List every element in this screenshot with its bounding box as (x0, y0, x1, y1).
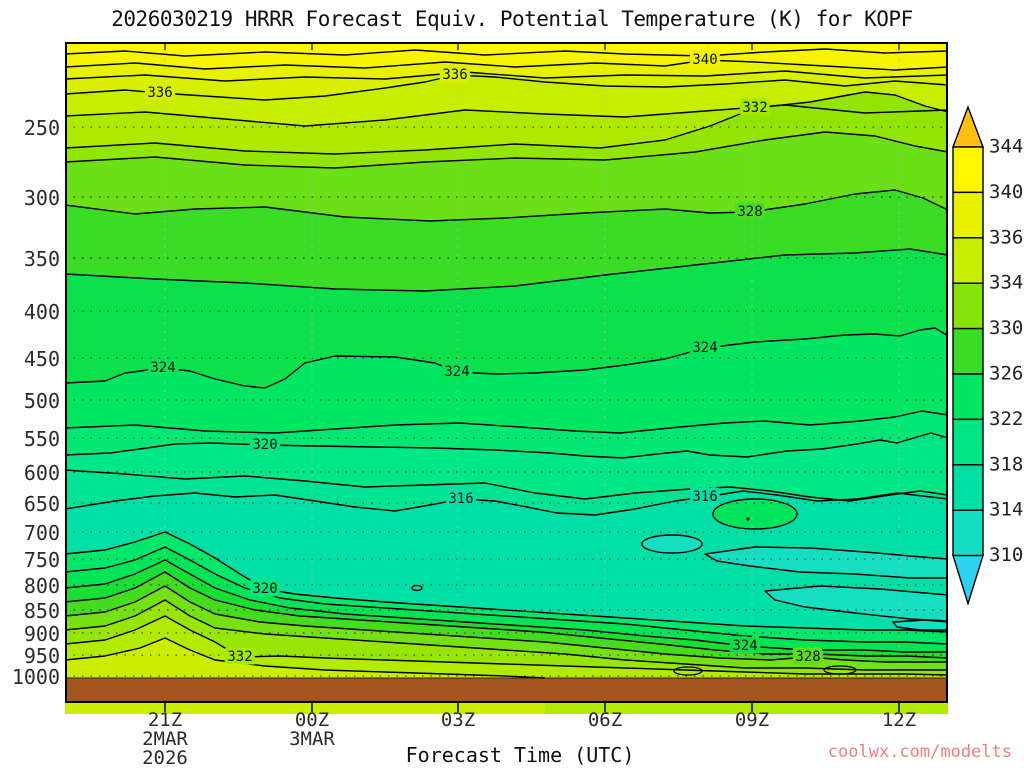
colorbar-label: 344 (989, 136, 1023, 158)
contour-label: 328 (795, 649, 820, 665)
x-tick-sublabel: 2MAR (142, 728, 188, 750)
y-tick-label: 250 (23, 116, 60, 140)
colorbar-segment (952, 327, 984, 375)
y-tick-label: 600 (23, 461, 60, 485)
colorbar-label: 318 (989, 453, 1023, 475)
chart-title: 2026030219 HRRR Forecast Equiv. Potentia… (111, 7, 913, 31)
colorbar-segment (952, 191, 984, 239)
y-tick-label: 550 (23, 427, 60, 451)
y-tick-label: 300 (23, 186, 60, 210)
colorbar-label: 326 (989, 363, 1023, 385)
contour-label: 324 (150, 360, 175, 376)
colorbar-segment (952, 509, 984, 557)
colorbar-segment (952, 418, 984, 466)
colorbar-label: 310 (989, 544, 1023, 566)
colorbar-label: 336 (989, 226, 1023, 248)
x-tick-sublabel: 2026 (142, 747, 188, 768)
colorbar-segment (952, 146, 984, 194)
x-tick-label: 12Z (881, 709, 917, 731)
x-tick-label: 00Z 3MAR (289, 709, 335, 750)
plot-frame (65, 42, 948, 703)
y-tick-label: 700 (23, 521, 60, 545)
contour-label: 324 (444, 364, 469, 380)
contour-label: 324 (692, 340, 717, 356)
colorbar-top-arrow (951, 105, 985, 148)
x-tick-label: 06Z (587, 709, 623, 731)
colorbar-bottom-arrow (952, 554, 984, 606)
contour-label: 324 (732, 638, 757, 654)
y-tick-label: 500 (23, 389, 60, 413)
contour-label: 332 (742, 100, 767, 116)
x-tick-label: 03Z (440, 709, 476, 731)
terrain-strip (65, 677, 948, 702)
y-tick-label: 800 (23, 574, 60, 598)
y-tick-label: 450 (23, 347, 60, 371)
x-tick-label: 09Z (734, 709, 770, 731)
colorbar-label: 330 (989, 317, 1023, 339)
contour-label: 320 (252, 437, 277, 453)
colorbar-segment (952, 282, 984, 330)
contour-label: 336 (442, 67, 467, 83)
watermark-link[interactable]: coolwx.com/modelts (827, 742, 1012, 762)
colorbar-segment (952, 464, 984, 511)
y-tick-label: 350 (23, 247, 60, 271)
contour-label: 336 (147, 85, 172, 101)
colorbar-label: 334 (989, 272, 1023, 294)
contour-label: 316 (692, 489, 717, 505)
contour-label: 316 (448, 491, 473, 507)
x-tick-sublabel: 3MAR (289, 728, 335, 750)
colorbar-label: 340 (989, 181, 1023, 203)
colorbar: 344 340 336 334 330 326 322 318 314 310 (951, 105, 1023, 606)
x-tick-label: 21Z 2MAR 2026 (142, 709, 188, 768)
y-tick-label: 650 (23, 492, 60, 516)
contour-labels-layer: 336 336 340 332 328 324 324 324 320 316 316 320 332 3… (144, 49, 824, 669)
colorbar-segment (952, 237, 984, 284)
contour-label: 340 (692, 52, 717, 68)
colorbar-label: 314 (989, 499, 1023, 521)
y-tick-label: 1000 (11, 665, 60, 689)
x-axis-label: Forecast Time (UTC) (405, 743, 635, 767)
contour-label: 332 (227, 649, 252, 665)
colorbar-segment (952, 373, 984, 421)
contour-lines-layer (65, 48, 948, 679)
contour-plot: 336 336 340 332 328 324 324 324 320 316 316 320 332 3… (65, 42, 948, 714)
bands-layer (65, 42, 948, 714)
y-tick-label: 950 (23, 644, 60, 668)
y-tick-label: 850 (23, 599, 60, 623)
y-tick-label: 750 (23, 548, 60, 572)
colorbar-label: 322 (989, 408, 1023, 430)
y-tick-label: 400 (23, 300, 60, 324)
contour-label: 320 (252, 581, 277, 597)
contour-label: 328 (737, 204, 762, 220)
y-tick-label: 900 (23, 622, 60, 646)
